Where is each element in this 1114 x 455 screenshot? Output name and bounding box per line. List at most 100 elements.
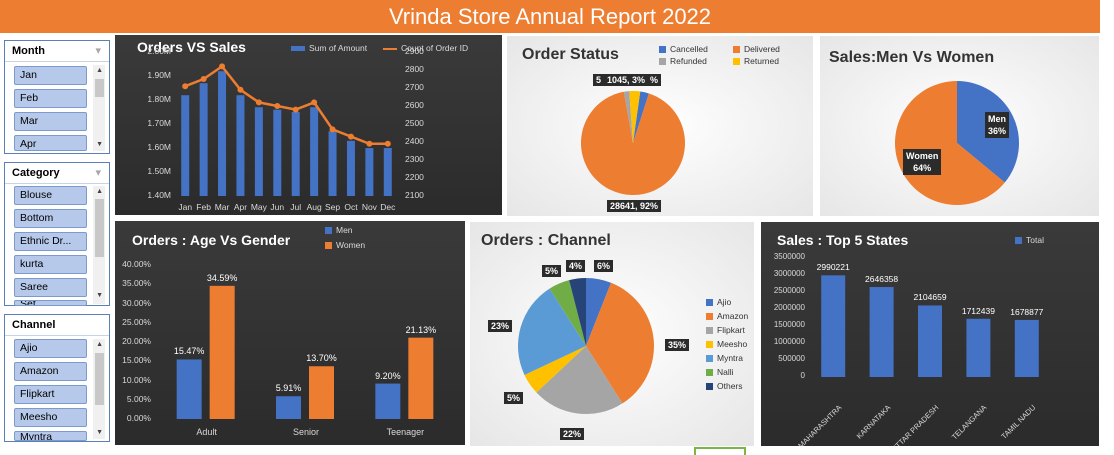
order-status-slice-delivered[interactable] bbox=[581, 91, 685, 195]
category-slicer-scroll-thumb[interactable] bbox=[95, 199, 104, 257]
legend-label: Ajio bbox=[717, 297, 732, 307]
legend-refunded: Refunded bbox=[659, 56, 707, 66]
slicer-item-jan[interactable]: Jan bbox=[14, 66, 87, 85]
bar-men-senior[interactable] bbox=[276, 396, 301, 419]
x-axis-tick: Adult bbox=[196, 427, 217, 437]
slicer-item-feb[interactable]: Feb bbox=[14, 89, 87, 108]
bar-sum-of-amount[interactable] bbox=[383, 148, 392, 196]
line-point[interactable] bbox=[329, 126, 336, 133]
bar-sum-of-amount[interactable] bbox=[346, 140, 355, 196]
slicer-item-flipkart[interactable]: Flipkart bbox=[14, 385, 87, 404]
bar-telangana[interactable] bbox=[966, 318, 991, 377]
bar-women-senior[interactable] bbox=[309, 366, 334, 419]
legend-label: Delivered bbox=[744, 44, 780, 54]
channel-slice-ajio[interactable] bbox=[586, 278, 612, 346]
scroll-up-icon[interactable]: ▲ bbox=[96, 188, 103, 195]
scroll-down-icon[interactable]: ▼ bbox=[96, 429, 103, 436]
line-point[interactable] bbox=[255, 99, 262, 106]
y-axis-tick: 15.00% bbox=[122, 355, 151, 366]
clear-filter-icon[interactable]: ▾ bbox=[95, 45, 101, 57]
bar-karnataka[interactable] bbox=[869, 287, 894, 377]
data-label-flipkart: 22% bbox=[560, 428, 585, 440]
slicer-item-myntra[interactable]: Myntra bbox=[14, 431, 87, 441]
line-point[interactable] bbox=[311, 99, 318, 106]
category-slicer-title: Category bbox=[12, 167, 60, 179]
sales-men-vs-women-chart[interactable]: Sales:Men Vs Women Men 36% Women 64% bbox=[820, 36, 1099, 216]
line-point[interactable] bbox=[274, 103, 281, 109]
slicer-item-kurta[interactable]: kurta bbox=[14, 255, 87, 274]
channel-slice-others[interactable] bbox=[569, 278, 586, 346]
scroll-up-icon[interactable]: ▲ bbox=[96, 67, 103, 74]
slicer-item-apr[interactable]: Apr bbox=[14, 135, 87, 151]
line-point[interactable] bbox=[347, 133, 354, 140]
order-status-slice-refunded[interactable] bbox=[623, 91, 633, 143]
bar-sum-of-amount[interactable] bbox=[310, 107, 319, 196]
slicer-item-mar[interactable]: Mar bbox=[14, 112, 87, 131]
bar-tamil-nadu[interactable] bbox=[1014, 319, 1039, 377]
slicer-item-bottom[interactable]: Bottom bbox=[14, 209, 87, 228]
channel-slice-myntra[interactable] bbox=[518, 288, 586, 375]
chart-title: Sales:Men Vs Women bbox=[829, 49, 995, 66]
bar-sum-of-amount[interactable] bbox=[236, 95, 245, 196]
slicer-item-ethnic-dress[interactable]: Ethnic Dr... bbox=[14, 232, 87, 251]
line-point[interactable] bbox=[200, 76, 207, 82]
slicer-item-saree[interactable]: Saree bbox=[14, 278, 87, 297]
bar-sum-of-amount[interactable] bbox=[199, 83, 208, 196]
slicer-item-meesho[interactable]: Meesho bbox=[14, 408, 87, 427]
month-slicer-scrollbar[interactable] bbox=[93, 65, 105, 151]
bar-men-teenager[interactable] bbox=[375, 383, 401, 419]
chart-canvas bbox=[176, 285, 434, 419]
channel-slicer-header: Channel bbox=[5, 315, 109, 336]
scroll-down-icon[interactable]: ▼ bbox=[96, 292, 103, 299]
slicer-item-amazon[interactable]: Amazon bbox=[14, 362, 87, 381]
channel-slice-flipkart[interactable] bbox=[536, 346, 623, 414]
line-point[interactable] bbox=[292, 106, 299, 113]
y-axis-tick: 35.00% bbox=[122, 278, 151, 289]
channel-slicer-scroll-thumb[interactable] bbox=[95, 353, 104, 405]
bar-men-adult[interactable] bbox=[176, 359, 202, 419]
line-point[interactable] bbox=[366, 140, 373, 147]
bar-women-teenager[interactable] bbox=[408, 337, 434, 419]
order-status-chart[interactable]: Order Status Cancelled Delivered Refunded Re… bbox=[507, 36, 813, 216]
top-5-states-chart[interactable]: Sales : Top 5 States 0 500000 1000000 150000… bbox=[761, 222, 1099, 446]
age-vs-gender-chart[interactable]: Orders : Age Vs Gender 0.00% 5.00% 10.00% 15… bbox=[115, 221, 465, 445]
data-label-myntra: 23% bbox=[488, 320, 513, 332]
scroll-down-icon[interactable]: ▼ bbox=[96, 141, 103, 148]
clear-filter-icon[interactable]: ▾ bbox=[95, 167, 101, 179]
scroll-up-icon[interactable]: ▲ bbox=[96, 341, 103, 348]
selection-highlight bbox=[694, 447, 746, 455]
line-point[interactable] bbox=[237, 86, 244, 93]
bar-women-adult[interactable] bbox=[209, 285, 235, 419]
orders-vs-sales-chart[interactable]: Orders VS Sales 1.40M 1.50M 1.60M 1.70M 1.80M… bbox=[115, 35, 502, 215]
order-status-slice-cancelled[interactable] bbox=[633, 91, 649, 143]
left-axis-tick: 1.40M bbox=[147, 190, 171, 200]
orders-channel-chart[interactable]: Orders : Channel 6% Ajio 35% Amazon 22% Flipka… bbox=[470, 222, 754, 446]
channel-slice-meesho[interactable] bbox=[524, 346, 586, 393]
bar-sum-of-amount[interactable] bbox=[218, 71, 227, 196]
data-label: 1678877 bbox=[1010, 306, 1044, 317]
order-status-slice-returned[interactable] bbox=[629, 91, 641, 143]
bar-sum-of-amount[interactable] bbox=[328, 131, 337, 196]
channel-slice-amazon[interactable] bbox=[586, 282, 654, 404]
line-point[interactable] bbox=[384, 140, 391, 147]
x-axis-tick: Feb bbox=[196, 202, 211, 212]
month-slicer-scroll-thumb[interactable] bbox=[95, 79, 104, 97]
bar-sum-of-amount[interactable] bbox=[365, 148, 374, 196]
bar-maharashtra[interactable] bbox=[821, 275, 846, 377]
channel-slice-nalli[interactable] bbox=[549, 280, 586, 346]
month-slicer-header: Month ▾ bbox=[5, 41, 109, 62]
bar-sum-of-amount[interactable] bbox=[273, 109, 282, 196]
bar-sum-of-amount[interactable] bbox=[181, 95, 190, 196]
line-point[interactable] bbox=[219, 63, 226, 70]
slicer-item-blouse[interactable]: Blouse bbox=[14, 186, 87, 205]
bar-uttar-pradesh[interactable] bbox=[918, 305, 942, 377]
legend-amazon: Amazon bbox=[706, 311, 748, 321]
bar-sum-of-amount[interactable] bbox=[254, 107, 263, 196]
chart-title: Orders : Age Vs Gender bbox=[132, 232, 291, 248]
slicer-item-set[interactable]: Set bbox=[14, 300, 87, 306]
line-point[interactable] bbox=[182, 83, 189, 90]
bar-sum-of-amount[interactable] bbox=[291, 112, 300, 196]
y-axis-tick: 0 bbox=[800, 371, 805, 380]
line-count-of-order-id[interactable] bbox=[184, 64, 388, 146]
slicer-item-ajio[interactable]: Ajio bbox=[14, 339, 87, 358]
